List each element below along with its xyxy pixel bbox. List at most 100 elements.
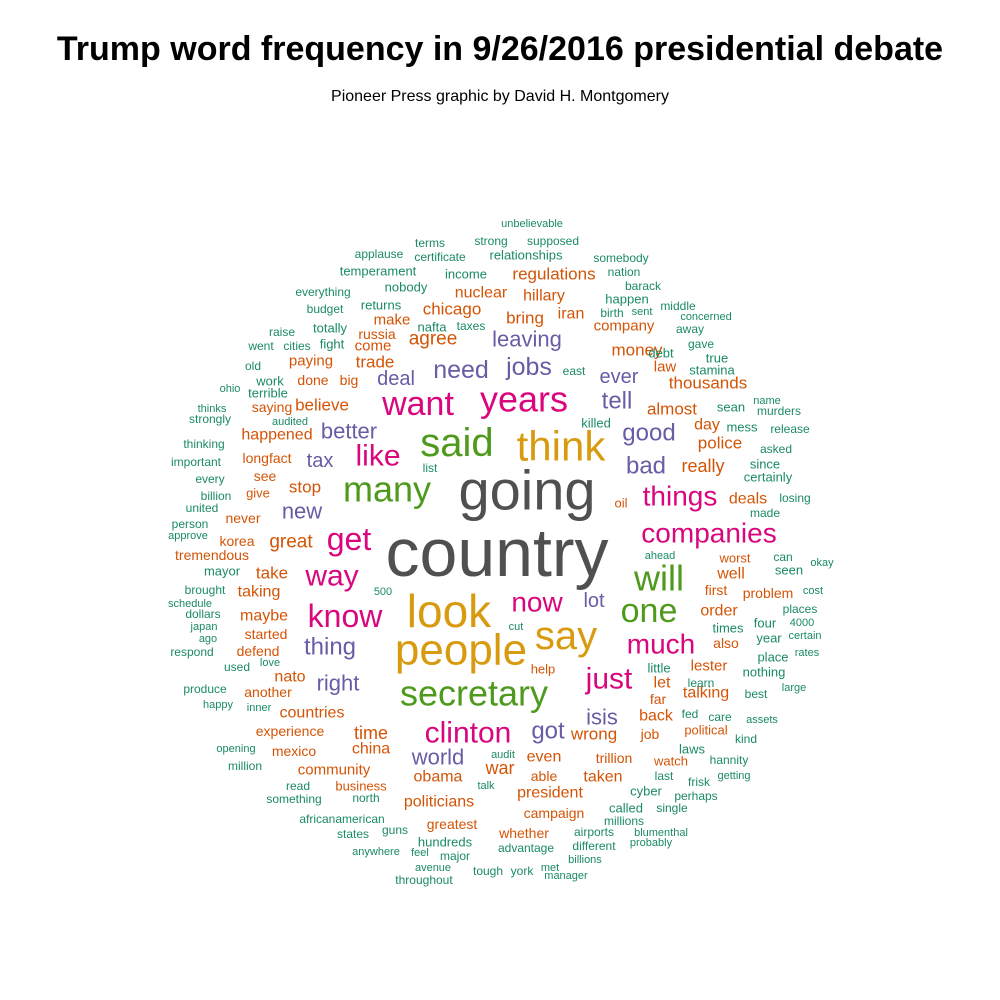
word-terms: terms xyxy=(415,236,445,250)
word-murders: murders xyxy=(757,404,801,418)
word-take: take xyxy=(256,564,288,583)
word-hillary: hillary xyxy=(523,288,565,305)
word-guns: guns xyxy=(382,823,408,837)
word-billion: billion xyxy=(201,489,232,503)
word-cities: cities xyxy=(283,339,310,353)
word-saying: saying xyxy=(252,399,292,415)
word-started: started xyxy=(245,626,288,642)
word-blumenthal: blumenthal xyxy=(634,827,688,839)
word-help: help xyxy=(531,662,556,677)
word-one: one xyxy=(621,592,678,630)
word-companies: companies xyxy=(641,518,776,549)
word-wrong: wrong xyxy=(570,725,617,744)
word-experience: experience xyxy=(256,723,325,739)
word-billions: billions xyxy=(568,854,602,866)
word-now: now xyxy=(511,587,563,618)
word-even: even xyxy=(527,749,562,766)
word-politicians: politicians xyxy=(404,794,474,811)
word-back: back xyxy=(639,708,674,725)
word-happen: happen xyxy=(605,292,648,307)
word-sent: sent xyxy=(632,306,653,318)
word-terrible: terrible xyxy=(248,386,288,401)
word-money: money xyxy=(611,341,663,360)
word-country: country xyxy=(386,515,609,591)
word-killed: killed xyxy=(581,416,611,431)
word-audit: audit xyxy=(491,749,515,761)
word-far: far xyxy=(650,691,667,707)
word-world: world xyxy=(411,745,465,770)
word-sean: sean xyxy=(717,400,745,415)
word-used: used xyxy=(224,660,250,674)
word-isis: isis xyxy=(586,705,618,730)
word-name: name xyxy=(753,395,781,407)
word-made: made xyxy=(750,506,780,520)
word-nafta: nafta xyxy=(418,320,448,335)
word-tough: tough xyxy=(473,864,503,878)
word-cyber: cyber xyxy=(630,784,662,799)
word-kind: kind xyxy=(735,732,757,746)
word-gave: gave xyxy=(688,337,714,351)
word-applause: applause xyxy=(355,247,404,261)
word-get: get xyxy=(327,521,372,557)
word-every: every xyxy=(195,472,224,486)
word-well: well xyxy=(716,566,745,583)
word-law: law xyxy=(654,359,677,376)
word-obama: obama xyxy=(414,769,463,786)
word-anywhere: anywhere xyxy=(352,846,400,858)
word-somebody: somebody xyxy=(593,251,648,265)
word-rates: rates xyxy=(795,647,820,659)
word-ever: ever xyxy=(600,366,639,388)
word-totally: totally xyxy=(313,321,347,336)
word-happy: happy xyxy=(203,699,233,711)
word-come: come xyxy=(355,338,392,355)
word-secretary: secretary xyxy=(400,673,548,714)
word-inner: inner xyxy=(247,702,272,714)
chart-title: Trump word frequency in 9/26/2016 presid… xyxy=(56,30,944,68)
word-never: never xyxy=(225,510,260,526)
word-deals: deals xyxy=(729,491,767,508)
word-defend: defend xyxy=(237,643,280,659)
word-certain: certain xyxy=(788,630,821,642)
word-regulations: regulations xyxy=(512,265,595,284)
word-temperament: temperament xyxy=(340,264,417,279)
word-really: really xyxy=(681,456,724,476)
word-raise: raise xyxy=(269,325,295,339)
word-produce: produce xyxy=(183,682,227,696)
chart-subtitle: Pioneer Press graphic by David H. Montgo… xyxy=(331,88,669,105)
word-opening: opening xyxy=(216,743,255,755)
word-middle: middle xyxy=(660,299,696,313)
word-bring: bring xyxy=(506,309,544,328)
word-probably: probably xyxy=(630,837,673,849)
word-give: give xyxy=(246,486,270,501)
word-last: last xyxy=(655,769,674,783)
word-hundreds: hundreds xyxy=(418,835,473,850)
word-different: different xyxy=(572,839,616,853)
word-china: china xyxy=(352,741,390,758)
word-said: said xyxy=(420,421,493,465)
word-called: called xyxy=(609,801,643,816)
word-major: major xyxy=(440,849,470,863)
word-happened: happened xyxy=(241,427,312,444)
word-better: better xyxy=(321,419,377,444)
word-trillion: trillion xyxy=(596,750,633,766)
word-cut: cut xyxy=(509,621,524,633)
word-another: another xyxy=(244,684,292,700)
word-nobody: nobody xyxy=(385,280,428,295)
word-talk: talk xyxy=(477,780,495,792)
word-business: business xyxy=(335,779,387,794)
word-just: just xyxy=(585,663,633,696)
word-losing: losing xyxy=(779,491,810,505)
word-political: political xyxy=(684,723,727,738)
word-fed: fed xyxy=(682,707,699,721)
word-people: people xyxy=(395,626,527,675)
word-schedule: schedule xyxy=(168,598,212,610)
word-deal: deal xyxy=(377,368,415,390)
word-police: police xyxy=(698,434,742,453)
word-asked: asked xyxy=(760,442,792,456)
word-lot: lot xyxy=(583,590,605,612)
word-can: can xyxy=(773,550,792,564)
word-tremendous: tremendous xyxy=(175,547,249,563)
word-africanamerican: africanamerican xyxy=(299,812,384,826)
word-read: read xyxy=(286,779,310,793)
word-old: old xyxy=(245,359,261,373)
